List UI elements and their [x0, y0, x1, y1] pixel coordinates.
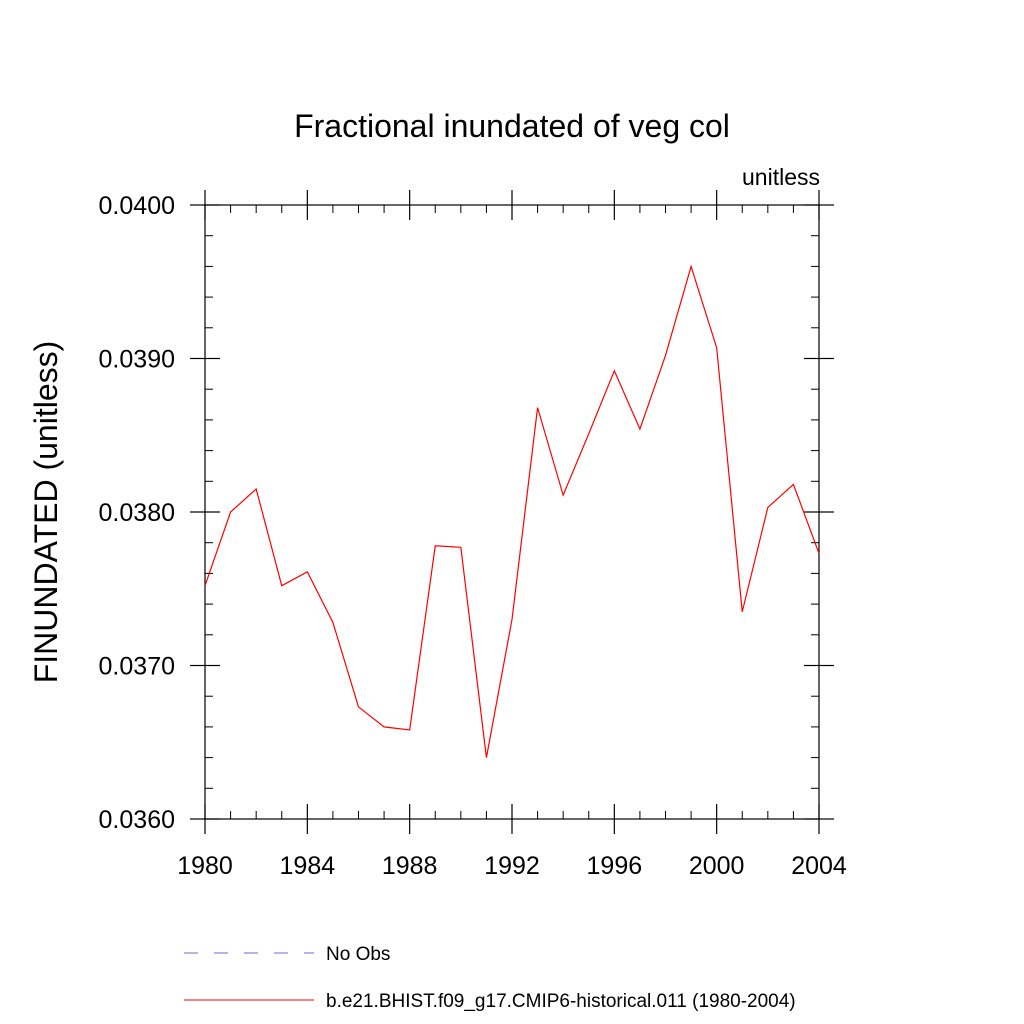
- x-tick-label: 2000: [689, 852, 745, 880]
- y-axis-label: FINUNDATED (unitless): [28, 341, 64, 684]
- x-tick-label: 1992: [484, 852, 540, 880]
- legend: No Obs b.e21.BHIST.f09_g17.CMIP6-historic…: [184, 944, 796, 1012]
- units-label: unitless: [742, 164, 820, 190]
- minor-ticks: [205, 205, 819, 819]
- y-tick-label: 0.0370: [99, 653, 175, 681]
- x-tick-label: 1984: [280, 852, 336, 880]
- major-ticks: [190, 190, 834, 834]
- x-tick-label: 1980: [177, 852, 233, 880]
- x-tick-label: 2004: [791, 852, 847, 880]
- x-tick-label: 1988: [382, 852, 438, 880]
- legend-label: No Obs: [326, 944, 390, 965]
- series-layer: [204, 264, 820, 758]
- chart-title: Fractional inundated of veg col: [294, 108, 730, 144]
- series-line: [204, 264, 820, 758]
- y-tick-label: 0.0400: [99, 192, 175, 220]
- y-tick-label: 0.0380: [99, 499, 175, 527]
- y-tick-label: 0.0360: [99, 806, 175, 834]
- y-tick-label: 0.0390: [99, 346, 175, 374]
- x-tick-labels: 1980 1984 1988 1992 1996 2000 2004: [177, 852, 847, 880]
- x-tick-label: 1996: [587, 852, 643, 880]
- legend-label: b.e21.BHIST.f09_g17.CMIP6-historical.011…: [326, 991, 796, 1012]
- y-tick-labels: 0.0360 0.0370 0.0380 0.0390 0.0400: [99, 192, 175, 834]
- plot-frame: [204, 204, 820, 820]
